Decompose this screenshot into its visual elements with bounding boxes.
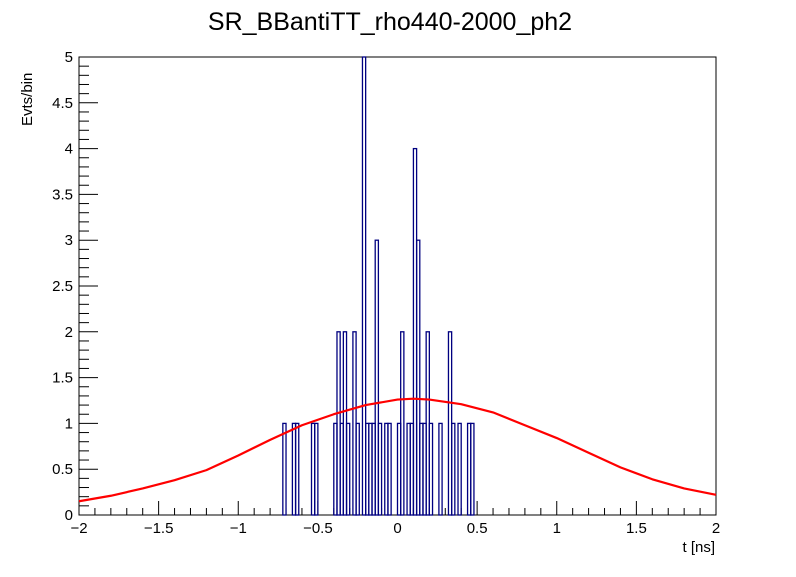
histogram-bin xyxy=(294,422,300,516)
y-tick-label: 0 xyxy=(65,507,73,524)
x-tick-label: −2 xyxy=(70,520,87,537)
y-tick-label: 2 xyxy=(65,324,73,341)
histogram-bin xyxy=(377,422,383,516)
histogram-bin xyxy=(355,422,360,516)
x-tick-label: 0.5 xyxy=(467,520,488,537)
histogram-bin xyxy=(374,239,380,516)
histogram-layer xyxy=(282,56,475,516)
y-tick-label: 1 xyxy=(65,415,73,432)
histogram-bin xyxy=(438,422,443,516)
y-tick-label: 3 xyxy=(65,232,73,249)
x-tick-label: 1 xyxy=(553,520,561,537)
y-tick-label: 3.5 xyxy=(52,186,73,203)
histogram-bin xyxy=(400,331,405,516)
histogram-bin xyxy=(314,422,319,516)
x-tick-label: −0.5 xyxy=(303,520,333,537)
histogram-bin xyxy=(282,422,287,516)
y-tick-label: 4 xyxy=(65,141,73,158)
fit-curve-line xyxy=(78,397,717,503)
y-tick-label: 0.5 xyxy=(52,461,73,478)
x-tick-label: 2 xyxy=(712,520,720,537)
x-tick-label: 1.5 xyxy=(626,520,647,537)
histogram-bin xyxy=(457,422,462,516)
histogram-bin xyxy=(387,422,392,516)
y-tick-label: 1.5 xyxy=(52,370,73,387)
y-tick-label: 4.5 xyxy=(52,95,73,112)
histogram-bin xyxy=(345,422,351,516)
y-tick-label: 2.5 xyxy=(52,278,73,295)
x-tick-label: −1.5 xyxy=(144,520,174,537)
chart-title: SR_BBantiTT_rho440-2000_ph2 xyxy=(208,8,572,36)
histogram-bin xyxy=(415,239,421,516)
x-tick-label: 0 xyxy=(393,520,401,537)
x-axis-label: t [ns] xyxy=(682,539,715,556)
fit-curve-layer xyxy=(78,397,717,503)
y-axis-label: Evts/bin xyxy=(19,73,36,126)
histogram-bin xyxy=(450,422,456,516)
histogram-bin xyxy=(470,422,475,516)
y-axis: 0 0.5 1 1.5 2 2.5 3 3.5 4 4.5 5 xyxy=(52,49,98,524)
x-tick-label: −1 xyxy=(230,520,247,537)
x-axis: −2 −1.5 −1 −0.5 0 0.5 1 1.5 2 xyxy=(70,501,720,537)
y-tick-label: 5 xyxy=(65,49,73,66)
histogram-bin xyxy=(361,56,367,516)
histogram-bin xyxy=(428,422,434,516)
